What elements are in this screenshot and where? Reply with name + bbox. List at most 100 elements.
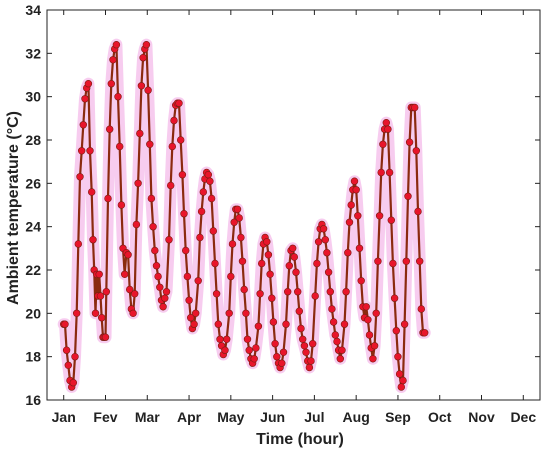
data-point	[156, 283, 164, 291]
data-point	[402, 257, 410, 265]
data-point	[72, 309, 81, 317]
data-point	[227, 272, 235, 281]
data-point	[214, 320, 223, 328]
data-point	[144, 86, 152, 94]
data-point	[235, 214, 243, 222]
x-tick-label: May	[217, 409, 244, 425]
data-point	[344, 249, 352, 257]
data-point	[69, 379, 78, 387]
data-point	[180, 210, 188, 218]
y-tick-label: 26	[25, 175, 41, 191]
data-point	[340, 320, 349, 328]
x-tick-label: Oct	[428, 409, 452, 425]
data-point	[369, 355, 377, 363]
data-point	[194, 277, 202, 285]
data-point	[416, 257, 424, 265]
data-point	[324, 268, 333, 276]
y-axis-label: Ambient temperature (°C)	[5, 111, 22, 305]
data-point	[336, 355, 344, 363]
data-point	[294, 288, 302, 296]
data-point	[137, 82, 146, 90]
data-point	[389, 259, 397, 268]
data-point	[187, 314, 195, 322]
x-tick-label: Jun	[260, 409, 285, 425]
data-point	[313, 259, 321, 268]
data-point	[295, 307, 303, 315]
data-point	[273, 353, 281, 361]
data-point	[307, 357, 315, 365]
data-point	[161, 294, 169, 302]
data-point	[374, 257, 382, 265]
data-point	[107, 79, 116, 88]
data-point	[394, 353, 402, 361]
data-point	[228, 240, 237, 248]
data-point	[390, 294, 399, 302]
data-point	[290, 253, 298, 261]
data-point	[204, 171, 213, 179]
data-point	[269, 318, 278, 326]
data-point	[271, 340, 279, 348]
x-axis-ticks: Jan Fev Mar Apr May Jun Jul Aug Sep Oct Nov Dec	[52, 10, 536, 425]
data-point	[120, 270, 129, 278]
x-tick-label: Nov	[468, 409, 495, 425]
data-point	[354, 212, 362, 220]
data-point	[328, 305, 336, 313]
data-point	[159, 303, 167, 311]
data-point	[278, 359, 286, 367]
data-point	[209, 227, 218, 235]
data-point	[223, 335, 231, 343]
data-point	[95, 270, 103, 278]
data-point	[405, 138, 414, 146]
data-point	[311, 292, 319, 300]
data-point	[250, 355, 258, 363]
data-point	[254, 322, 263, 330]
data-point	[91, 309, 100, 317]
data-point	[104, 194, 112, 203]
x-tick-label: Jul	[304, 409, 324, 425]
data-point	[297, 324, 305, 333]
x-axis-label: Time (hour)	[256, 431, 344, 448]
data-point	[177, 136, 185, 144]
data-point	[362, 303, 370, 311]
data-point	[225, 309, 233, 317]
data-point	[302, 348, 310, 356]
data-point	[411, 103, 419, 112]
data-point	[152, 262, 161, 270]
data-point	[233, 205, 242, 214]
x-tick-label: Apr	[177, 409, 202, 425]
data-point	[183, 272, 192, 281]
data-point	[96, 292, 105, 300]
y-tick-label: 18	[25, 349, 41, 365]
data-point	[323, 249, 331, 257]
y-axis-ticks: 16 18 20 22 24 26 28 30 32 34	[25, 2, 540, 408]
plot-background	[47, 10, 540, 400]
data-point	[196, 233, 204, 242]
data-point	[142, 40, 151, 49]
data-point	[350, 177, 359, 185]
data-point	[199, 188, 208, 196]
y-tick-label: 24	[25, 219, 41, 235]
data-point	[102, 288, 111, 296]
data-point	[97, 314, 106, 322]
data-point	[216, 335, 224, 343]
data-point	[397, 383, 405, 391]
data-point	[165, 236, 173, 244]
data-point	[134, 179, 142, 188]
data-point	[192, 309, 200, 317]
data-point	[338, 346, 346, 354]
y-tick-label: 20	[25, 305, 41, 321]
data-point	[263, 238, 271, 246]
data-point	[74, 240, 83, 248]
data-point	[62, 346, 71, 354]
data-point	[86, 147, 94, 155]
data-point	[87, 188, 96, 196]
data-point	[167, 181, 175, 190]
data-point	[245, 346, 253, 354]
data-point	[242, 309, 250, 317]
data-point	[125, 285, 134, 294]
plot-frame	[46, 9, 541, 401]
data-point	[79, 121, 88, 129]
y-tick-label: 30	[25, 89, 41, 105]
data-point	[399, 376, 407, 385]
